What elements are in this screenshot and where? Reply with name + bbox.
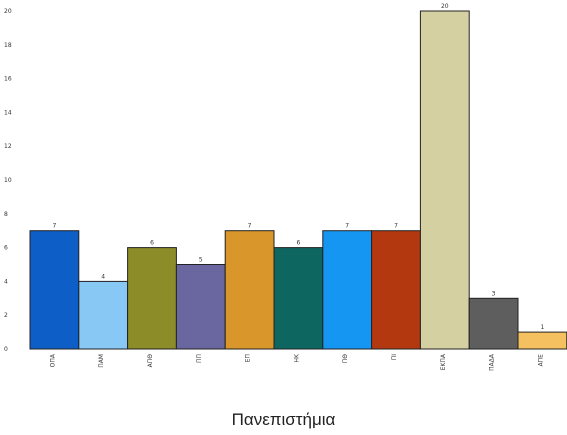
x-tick-label: ΗΚ: [293, 353, 300, 363]
bar-ΠΑΔΑ: [468, 297, 519, 350]
x-axis-label: Πανεπιστήμια: [231, 410, 336, 429]
bar-ΕΚΠΑ: [419, 10, 470, 350]
y-tick-label: 14: [4, 109, 12, 116]
y-tick-label: 10: [4, 177, 12, 184]
value-label: 7: [394, 223, 398, 230]
y-axis: 0 2 4 6 8 10 12 14 16 18 20: [4, 8, 12, 353]
y-tick-label: 18: [4, 42, 12, 49]
bar-ΗΚ: [273, 247, 324, 350]
x-tick-label: ΕΚΠΑ: [440, 353, 447, 370]
value-label: 4: [101, 273, 105, 280]
x-tick-labels: ΟΠΑ ΠΑΜ ΑΠΘ ΠΠ ΕΠ ΗΚ ΠΘ ΠΙ ΕΚΠΑ ΠΑΔΑ ΑΠΕ: [49, 353, 544, 371]
bar-ΕΠ: [224, 230, 275, 350]
value-label: 7: [52, 223, 56, 230]
value-label: 6: [296, 240, 300, 247]
y-tick-label: 12: [4, 143, 12, 150]
bar-ΟΠΑ: [29, 230, 80, 350]
y-tick-label: 0: [4, 346, 8, 353]
x-tick-label: ΕΠ: [245, 354, 252, 362]
x-tick-label: ΟΠΑ: [49, 353, 56, 367]
bar-ΠΠ: [175, 264, 226, 350]
x-tick-label: ΠΑΜ: [98, 354, 105, 368]
value-label: 5: [199, 257, 203, 264]
value-label: 7: [248, 223, 252, 230]
y-tick-label: 8: [4, 211, 8, 218]
bar-ΠΘ: [322, 230, 373, 350]
value-label: 7: [345, 223, 349, 230]
bar-ΑΠΕ: [517, 331, 567, 350]
y-tick-label: 20: [4, 8, 12, 15]
value-labels: 7 4 6 5 7 6 7 7 20 3 1: [52, 3, 544, 331]
x-tick-label: ΠΘ: [342, 354, 349, 364]
value-label: 1: [540, 324, 544, 331]
value-label: 20: [441, 3, 449, 10]
y-tick-label: 2: [4, 312, 8, 319]
x-tick-label: ΠΑΔΑ: [489, 353, 496, 371]
bar-ΠΑΜ: [78, 280, 129, 350]
y-tick-label: 16: [4, 76, 12, 83]
x-tick-label: ΑΠΕ: [537, 354, 544, 367]
y-tick-label: 4: [4, 278, 8, 285]
x-tick-label: ΠΙ: [391, 354, 398, 361]
value-label: 6: [150, 240, 154, 247]
x-tick-label: ΠΠ: [196, 354, 203, 363]
bars: [29, 10, 567, 350]
bar-chart: 0 2 4 6 8 10 12 14 16 18 20 7 4 6 5 7 6 7 7 20 3 1 ΟΠΑ ΠΑΜ ΑΠΘ…: [4, 3, 567, 371]
y-tick-label: 6: [4, 245, 8, 252]
value-label: 3: [492, 290, 496, 297]
bar-ΠΙ: [371, 230, 421, 350]
x-tick-label: ΑΠΘ: [147, 354, 154, 368]
bar-ΑΠΘ: [127, 247, 177, 350]
